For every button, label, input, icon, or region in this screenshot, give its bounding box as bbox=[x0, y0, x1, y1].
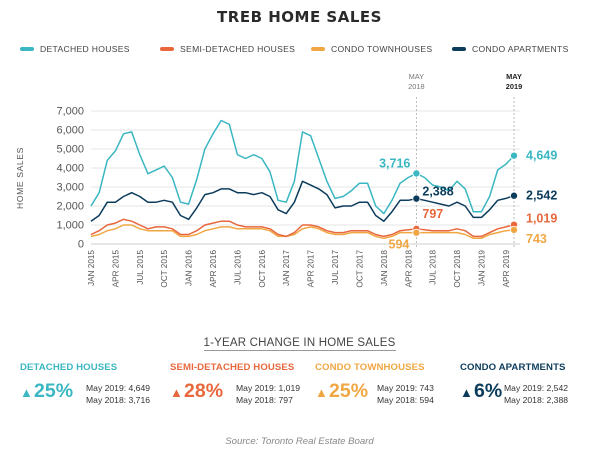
change-may-2019: May 2019: 1,019 bbox=[236, 383, 301, 393]
change-panel-label: CONDO APARTMENTS bbox=[460, 362, 566, 373]
y-axis-label: HOME SALES bbox=[15, 147, 25, 209]
x-tick-label: JAN 2019 bbox=[477, 250, 486, 286]
change-panel-apartment: CONDO APARTMENTS ▲ 6% May 2019: 2,542 Ma… bbox=[460, 362, 590, 412]
source-note: Source: Toronto Real Estate Board bbox=[225, 436, 374, 447]
change-may-2018: May 2018: 2,388 bbox=[504, 395, 569, 405]
annotation-apartment-2018: 2,388 bbox=[422, 185, 453, 199]
legend-swatch-townhouse bbox=[311, 47, 325, 51]
point-apartment bbox=[509, 191, 518, 200]
change-may-2018: May 2018: 3,716 bbox=[86, 395, 151, 405]
change-percent: 28% bbox=[184, 380, 224, 402]
chart-legend: DETACHED HOUSES SEMI-DETACHED HOUSES CON… bbox=[0, 42, 599, 56]
x-tick-label: APR 2016 bbox=[209, 250, 218, 288]
change-may-2019: May 2019: 743 bbox=[377, 383, 434, 393]
x-tick-label: JAN 2015 bbox=[87, 250, 96, 286]
x-tick-label: JUL 2015 bbox=[136, 250, 145, 285]
change-may-2018: May 2018: 797 bbox=[236, 395, 293, 405]
change-may-2019: May 2019: 2,542 bbox=[504, 383, 569, 393]
point-detached bbox=[509, 151, 518, 160]
annotation-detached-2019: 4,649 bbox=[526, 149, 557, 163]
arrow-up-icon: ▲ bbox=[460, 385, 473, 400]
x-tick-label: JUL 2016 bbox=[233, 250, 242, 285]
change-panel-semi: SEMI-DETACHED HOUSES ▲ 28% May 2019: 1,0… bbox=[170, 362, 310, 412]
y-tick-label: 6,000 bbox=[56, 125, 84, 137]
chart-title: TREB HOME SALES bbox=[217, 8, 382, 26]
y-tick-label: 1,000 bbox=[56, 220, 84, 232]
x-tick-label: APR 2018 bbox=[404, 250, 413, 288]
change-may-2019: May 2019: 4,649 bbox=[86, 383, 151, 393]
arrow-up-icon: ▲ bbox=[20, 385, 33, 400]
series-line-semi bbox=[90, 218, 515, 238]
y-tick-label: 2,000 bbox=[56, 201, 84, 213]
x-tick-label: OCT 2018 bbox=[453, 250, 462, 288]
point-apartment bbox=[412, 194, 421, 203]
series-line-townhouse bbox=[90, 224, 515, 240]
legend-item-townhouse: CONDO TOWNHOUSES bbox=[311, 42, 432, 56]
change-panel-label: CONDO TOWNHOUSES bbox=[315, 362, 425, 373]
x-tick-label: JAN 2016 bbox=[185, 250, 194, 286]
change-panel-label: DETACHED HOUSES bbox=[20, 362, 118, 373]
point-townhouse bbox=[412, 228, 421, 237]
arrow-up-icon: ▲ bbox=[170, 385, 183, 400]
legend-label-semi: SEMI-DETACHED HOUSES bbox=[180, 44, 296, 54]
line-chart: 0 1,000 2,000 3,000 4,000 5,000 6,000 7,000 HOME… bbox=[15, 72, 557, 288]
y-tick-label: 0 bbox=[78, 239, 84, 251]
y-tick-label: 3,000 bbox=[56, 182, 84, 194]
reference-label-month: MAY bbox=[409, 72, 425, 81]
x-tick-label: JAN 2018 bbox=[380, 250, 389, 286]
annotation-apartment-2019: 2,542 bbox=[526, 189, 557, 203]
annotation-semi-2019: 1,019 bbox=[526, 212, 557, 226]
legend-item-semi: SEMI-DETACHED HOUSES bbox=[160, 42, 295, 56]
arrow-up-icon: ▲ bbox=[315, 385, 328, 400]
change-percent: 6% bbox=[474, 380, 503, 402]
change-panel-townhouse: CONDO TOWNHOUSES ▲ 25% May 2019: 743 May… bbox=[315, 362, 445, 412]
legend-label-townhouse: CONDO TOWNHOUSES bbox=[331, 44, 433, 54]
point-detached bbox=[412, 169, 421, 178]
x-tick-label: OCT 2017 bbox=[355, 250, 364, 288]
change-panel-detached: DETACHED HOUSES ▲ 25% May 2019: 4,649 Ma… bbox=[20, 362, 150, 412]
y-tick-label: 7,000 bbox=[56, 106, 84, 118]
x-tick-label: OCT 2016 bbox=[258, 250, 267, 288]
annotation-townhouse-2019: 743 bbox=[526, 232, 547, 246]
x-tick-label: JUL 2018 bbox=[429, 250, 438, 285]
annotation-townhouse-2018: 594 bbox=[389, 238, 410, 252]
reference-label-year: 2019 bbox=[506, 82, 522, 91]
legend-swatch-detached bbox=[20, 47, 34, 51]
change-section-title-text: 1-YEAR CHANGE IN HOME SALES bbox=[203, 337, 396, 351]
legend-swatch-apartment bbox=[452, 47, 466, 51]
annotation-semi-2018: 797 bbox=[422, 207, 443, 221]
series-line-apartment bbox=[90, 180, 515, 222]
reference-label-month: MAY bbox=[506, 72, 522, 81]
legend-item-detached: DETACHED HOUSES bbox=[20, 42, 130, 56]
annotation-detached-2018: 3,716 bbox=[379, 156, 410, 170]
reference-label-year: 2018 bbox=[408, 82, 424, 91]
change-section-title: 1-YEAR CHANGE IN HOME SALES bbox=[0, 337, 599, 351]
change-percent: 25% bbox=[329, 380, 369, 402]
series-line-detached bbox=[90, 119, 515, 215]
change-panel-label: SEMI-DETACHED HOUSES bbox=[170, 362, 295, 373]
x-tick-label: JAN 2017 bbox=[282, 250, 291, 286]
change-may-2018: May 2018: 594 bbox=[377, 395, 434, 405]
x-tick-label: APR 2015 bbox=[111, 250, 120, 288]
x-tick-label: APR 2017 bbox=[307, 250, 316, 288]
legend-label-detached: DETACHED HOUSES bbox=[40, 44, 130, 54]
x-tick-label: OCT 2015 bbox=[160, 250, 169, 288]
x-tick-label: JUL 2017 bbox=[331, 250, 340, 285]
legend-swatch-semi bbox=[160, 47, 174, 51]
x-tick-label: APR 2019 bbox=[502, 250, 511, 288]
legend-item-apartment: CONDO APARTMENTS bbox=[452, 42, 569, 56]
change-percent: 25% bbox=[34, 380, 74, 402]
legend-label-apartment: CONDO APARTMENTS bbox=[472, 44, 569, 54]
y-tick-label: 5,000 bbox=[56, 144, 84, 156]
point-townhouse bbox=[509, 225, 518, 234]
y-tick-label: 4,000 bbox=[56, 163, 84, 175]
